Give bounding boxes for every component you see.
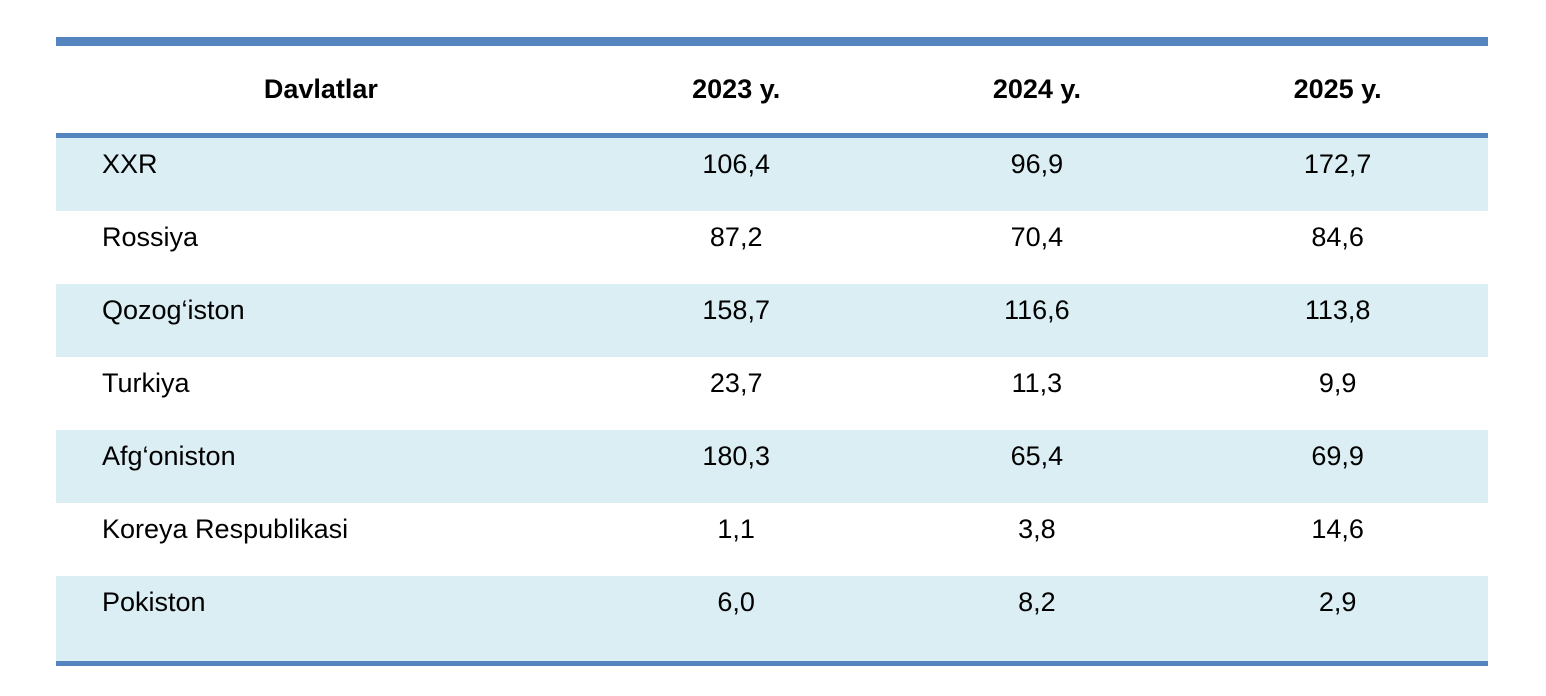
country-cell: Qozog‘iston bbox=[102, 295, 245, 325]
table-bottom-rule bbox=[56, 661, 1488, 666]
countries-stats-table: Davlatlar 2023 y. 2024 y. 2025 y. XXR 10… bbox=[56, 46, 1488, 661]
value-cell-2023: 1,1 bbox=[717, 514, 755, 544]
value-cell-2023: 23,7 bbox=[709, 368, 763, 398]
value-cell-2023: 180,3 bbox=[702, 441, 770, 471]
value-cell-2025: 172,7 bbox=[1303, 149, 1372, 179]
table-row: Qozog‘iston 158,7 116,6 113,8 bbox=[56, 284, 1488, 357]
country-cell: Koreya Respublikasi bbox=[102, 514, 349, 544]
header-cell-2024: 2024 y. bbox=[886, 46, 1188, 138]
value-cell-2023: 158,7 bbox=[702, 295, 770, 325]
country-cell: Rossiya bbox=[102, 222, 199, 252]
value-cell-2025: 14,6 bbox=[1311, 514, 1364, 544]
value-cell-2025: 113,8 bbox=[1304, 295, 1371, 325]
table-row: Afg‘oniston 180,3 65,4 69,9 bbox=[56, 430, 1488, 503]
table-row: Rossiya 87,2 70,4 84,6 bbox=[56, 211, 1488, 284]
table-row: Pokiston 6,0 8,2 2,9 bbox=[56, 576, 1488, 661]
table-row: Turkiya 23,7 11,3 9,9 bbox=[56, 357, 1488, 430]
value-cell-2023: 106,4 bbox=[702, 149, 770, 179]
header-cell-2023: 2023 y. bbox=[585, 46, 887, 138]
value-cell-2025: 84,6 bbox=[1311, 222, 1364, 252]
table-row: XXR 106,4 96,9 172,7 bbox=[56, 135, 1488, 211]
country-cell: Afg‘oniston bbox=[102, 441, 236, 471]
value-cell-2023: 87,2 bbox=[709, 222, 763, 252]
countries-table-container: Davlatlar 2023 y. 2024 y. 2025 y. XXR 10… bbox=[56, 37, 1488, 666]
header-cell-2025: 2025 y. bbox=[1187, 46, 1488, 138]
value-cell-2024: 11,3 bbox=[1011, 368, 1063, 398]
value-cell-2024: 96,9 bbox=[1010, 149, 1064, 179]
country-cell: Turkiya bbox=[102, 368, 190, 398]
value-cell-2024: 70,4 bbox=[1010, 222, 1064, 252]
value-cell-2025: 69,9 bbox=[1311, 441, 1364, 471]
value-cell-2023: 6,0 bbox=[717, 587, 755, 617]
value-cell-2024: 3,8 bbox=[1018, 514, 1056, 544]
value-cell-2024: 65,4 bbox=[1010, 441, 1064, 471]
country-cell: Pokiston bbox=[102, 587, 206, 617]
value-cell-2024: 116,6 bbox=[1004, 295, 1070, 325]
value-cell-2025: 2,9 bbox=[1318, 587, 1357, 617]
header-cell-davlatlar: Davlatlar bbox=[56, 46, 586, 138]
value-cell-2025: 9,9 bbox=[1318, 368, 1357, 398]
table-row: Koreya Respublikasi 1,1 3,8 14,6 bbox=[56, 503, 1488, 576]
header-row: Davlatlar 2023 y. 2024 y. 2025 y. bbox=[56, 46, 1488, 138]
value-cell-2024: 8,2 bbox=[1018, 587, 1056, 617]
country-cell: XXR bbox=[102, 149, 158, 179]
table-top-rule bbox=[56, 37, 1488, 46]
